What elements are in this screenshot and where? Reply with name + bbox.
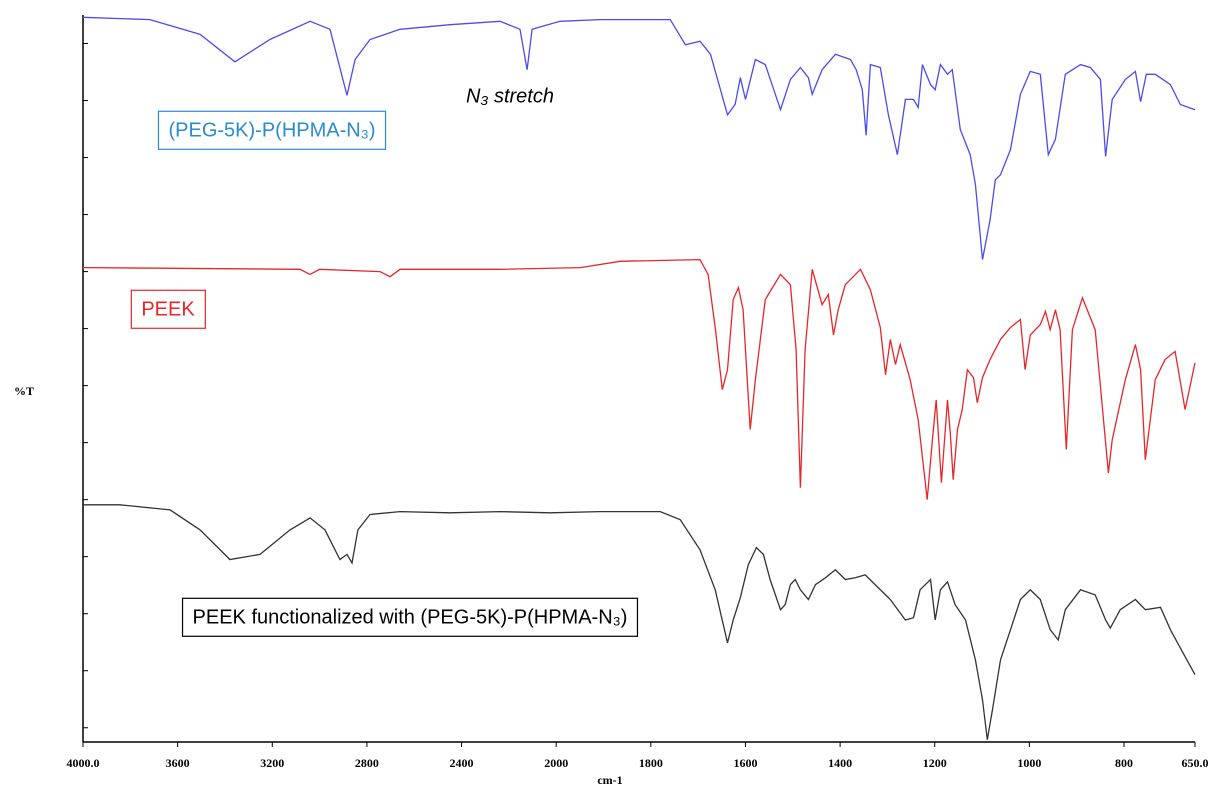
spectrum-line (82, 258, 1196, 500)
spectrum-line (82, 16, 1196, 260)
x-tick-label: 3200 (260, 756, 284, 770)
annotation: N₃ stretch (466, 85, 554, 107)
x-tick-label: 1400 (828, 756, 852, 770)
x-tick-label: 1600 (733, 756, 757, 770)
x-tick-label: 3600 (166, 756, 190, 770)
x-tick-label: 800 (1115, 756, 1133, 770)
x-tick-label: 2800 (355, 756, 379, 770)
x-tick-label: 1800 (639, 756, 663, 770)
legend-label: PEEK functionalized with (PEG-5K)-P(HPMA… (193, 606, 628, 628)
x-tick-label: 2000 (544, 756, 568, 770)
x-tick-label: 1000 (1017, 756, 1041, 770)
x-tick-label: 650.0 (1182, 756, 1209, 770)
y-axis-label: %T (14, 384, 34, 398)
spectrum-line (83, 504, 1196, 740)
legend-box (130, 289, 206, 329)
legend-label: (PEG-5K)-P(HPMA-N₃) (168, 119, 375, 141)
x-tick-label: 1200 (923, 756, 947, 770)
legend-box (181, 597, 639, 637)
legend-box (157, 110, 387, 150)
x-tick-label: 2400 (450, 756, 474, 770)
legend-label: PEEK (141, 298, 195, 320)
x-axis-label: cm-1 (597, 773, 622, 787)
x-tick-label: 4000.0 (67, 756, 100, 770)
